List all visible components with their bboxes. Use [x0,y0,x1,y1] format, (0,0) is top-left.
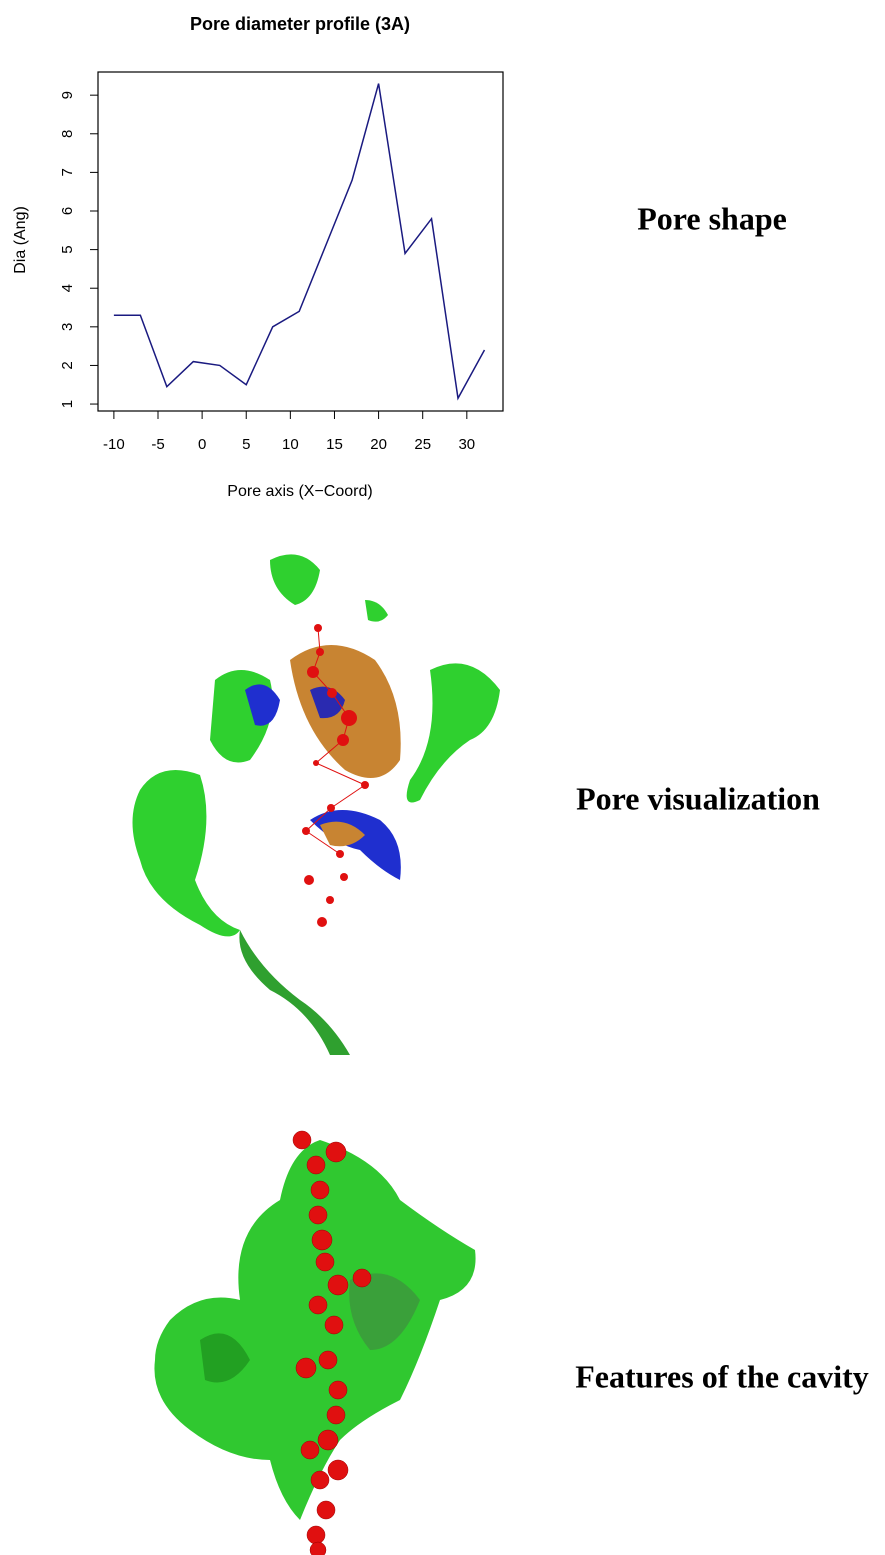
surface [349,1273,420,1350]
plot-frame [97,71,504,412]
y-axis-label: Dia (Ang) [12,206,29,274]
y-tick-label: 8 [59,130,76,138]
x-tick-label: 20 [370,436,387,453]
x-tick-label: 10 [282,436,299,453]
pore-visualization-image [132,554,500,1055]
surface [154,1140,476,1520]
x-tick-label: 5 [242,436,250,453]
x-tick-label: 0 [198,436,206,453]
caption: Features of the cavity [575,1358,869,1394]
caption: Pore visualization [576,780,820,816]
x-tick-label: 30 [458,436,475,453]
cavity-image [154,1130,476,1555]
y-tick-label: 3 [59,323,76,331]
pore-path [305,627,367,855]
cavity-sphere [292,1130,372,1555]
surface [245,684,280,726]
y-tick-label: 9 [59,91,76,99]
surface [270,554,320,605]
y-tick-label: 5 [59,245,76,253]
caption: Pore shape [637,200,787,236]
y-tick-label: 6 [59,207,76,215]
data-line [113,83,486,401]
surface [239,930,350,1055]
surface [406,663,500,803]
x-tick-label: 25 [414,436,431,453]
surface [310,810,401,880]
y-tick-label: 7 [59,168,76,176]
y-tick-label: 4 [59,284,76,292]
y-tick-label: 1 [59,400,76,408]
surface [365,600,388,622]
x-tick-label: 15 [326,436,343,453]
surface [200,1333,250,1383]
x-tick-label: -10 [103,436,125,453]
y-tick-label: 2 [59,361,76,369]
x-tick-label: -5 [151,436,164,453]
chart-title: Pore diameter profile (3A) [190,14,410,34]
surface [320,821,365,847]
surface [132,770,240,937]
x-axis-label: Pore axis (X−Coord) [227,483,372,500]
